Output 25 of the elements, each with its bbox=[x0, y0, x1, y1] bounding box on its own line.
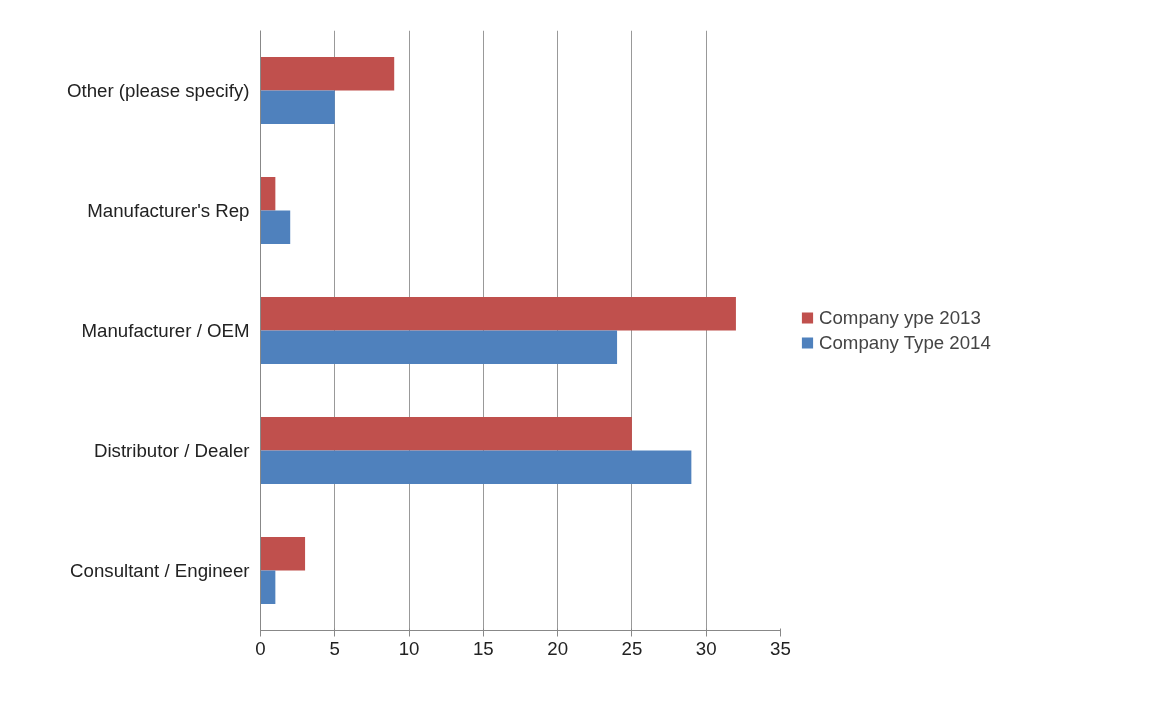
bar bbox=[260, 56, 395, 91]
bar bbox=[260, 90, 335, 125]
bar bbox=[260, 176, 276, 211]
bar bbox=[260, 570, 276, 605]
x-tick-label: 15 bbox=[472, 637, 494, 659]
y-tick-label: Other (please specify) bbox=[67, 80, 250, 101]
y-tick-label: Distributor / Dealer bbox=[93, 440, 250, 461]
bar bbox=[260, 210, 291, 245]
bar bbox=[260, 450, 692, 485]
x-tick-label: 25 bbox=[621, 637, 643, 659]
bar bbox=[260, 296, 736, 331]
bar bbox=[260, 330, 618, 365]
x-tick-label: 35 bbox=[770, 637, 791, 659]
x-tick-label: 0 bbox=[255, 637, 266, 659]
y-tick-label: Manufacturer's Rep bbox=[87, 200, 250, 221]
bar bbox=[260, 416, 632, 451]
x-tick-label: 10 bbox=[398, 637, 420, 659]
legend-label: Company Type 2014 bbox=[819, 331, 991, 354]
bar bbox=[260, 536, 306, 571]
legend-label: Company ype 2013 bbox=[819, 306, 981, 329]
x-tick-label: 20 bbox=[547, 637, 569, 659]
x-tick-label: 30 bbox=[695, 637, 717, 659]
y-tick-label: Manufacturer / OEM bbox=[81, 320, 250, 341]
y-tick-label: Consultant / Engineer bbox=[70, 560, 250, 581]
x-tick-label: 5 bbox=[329, 637, 340, 659]
